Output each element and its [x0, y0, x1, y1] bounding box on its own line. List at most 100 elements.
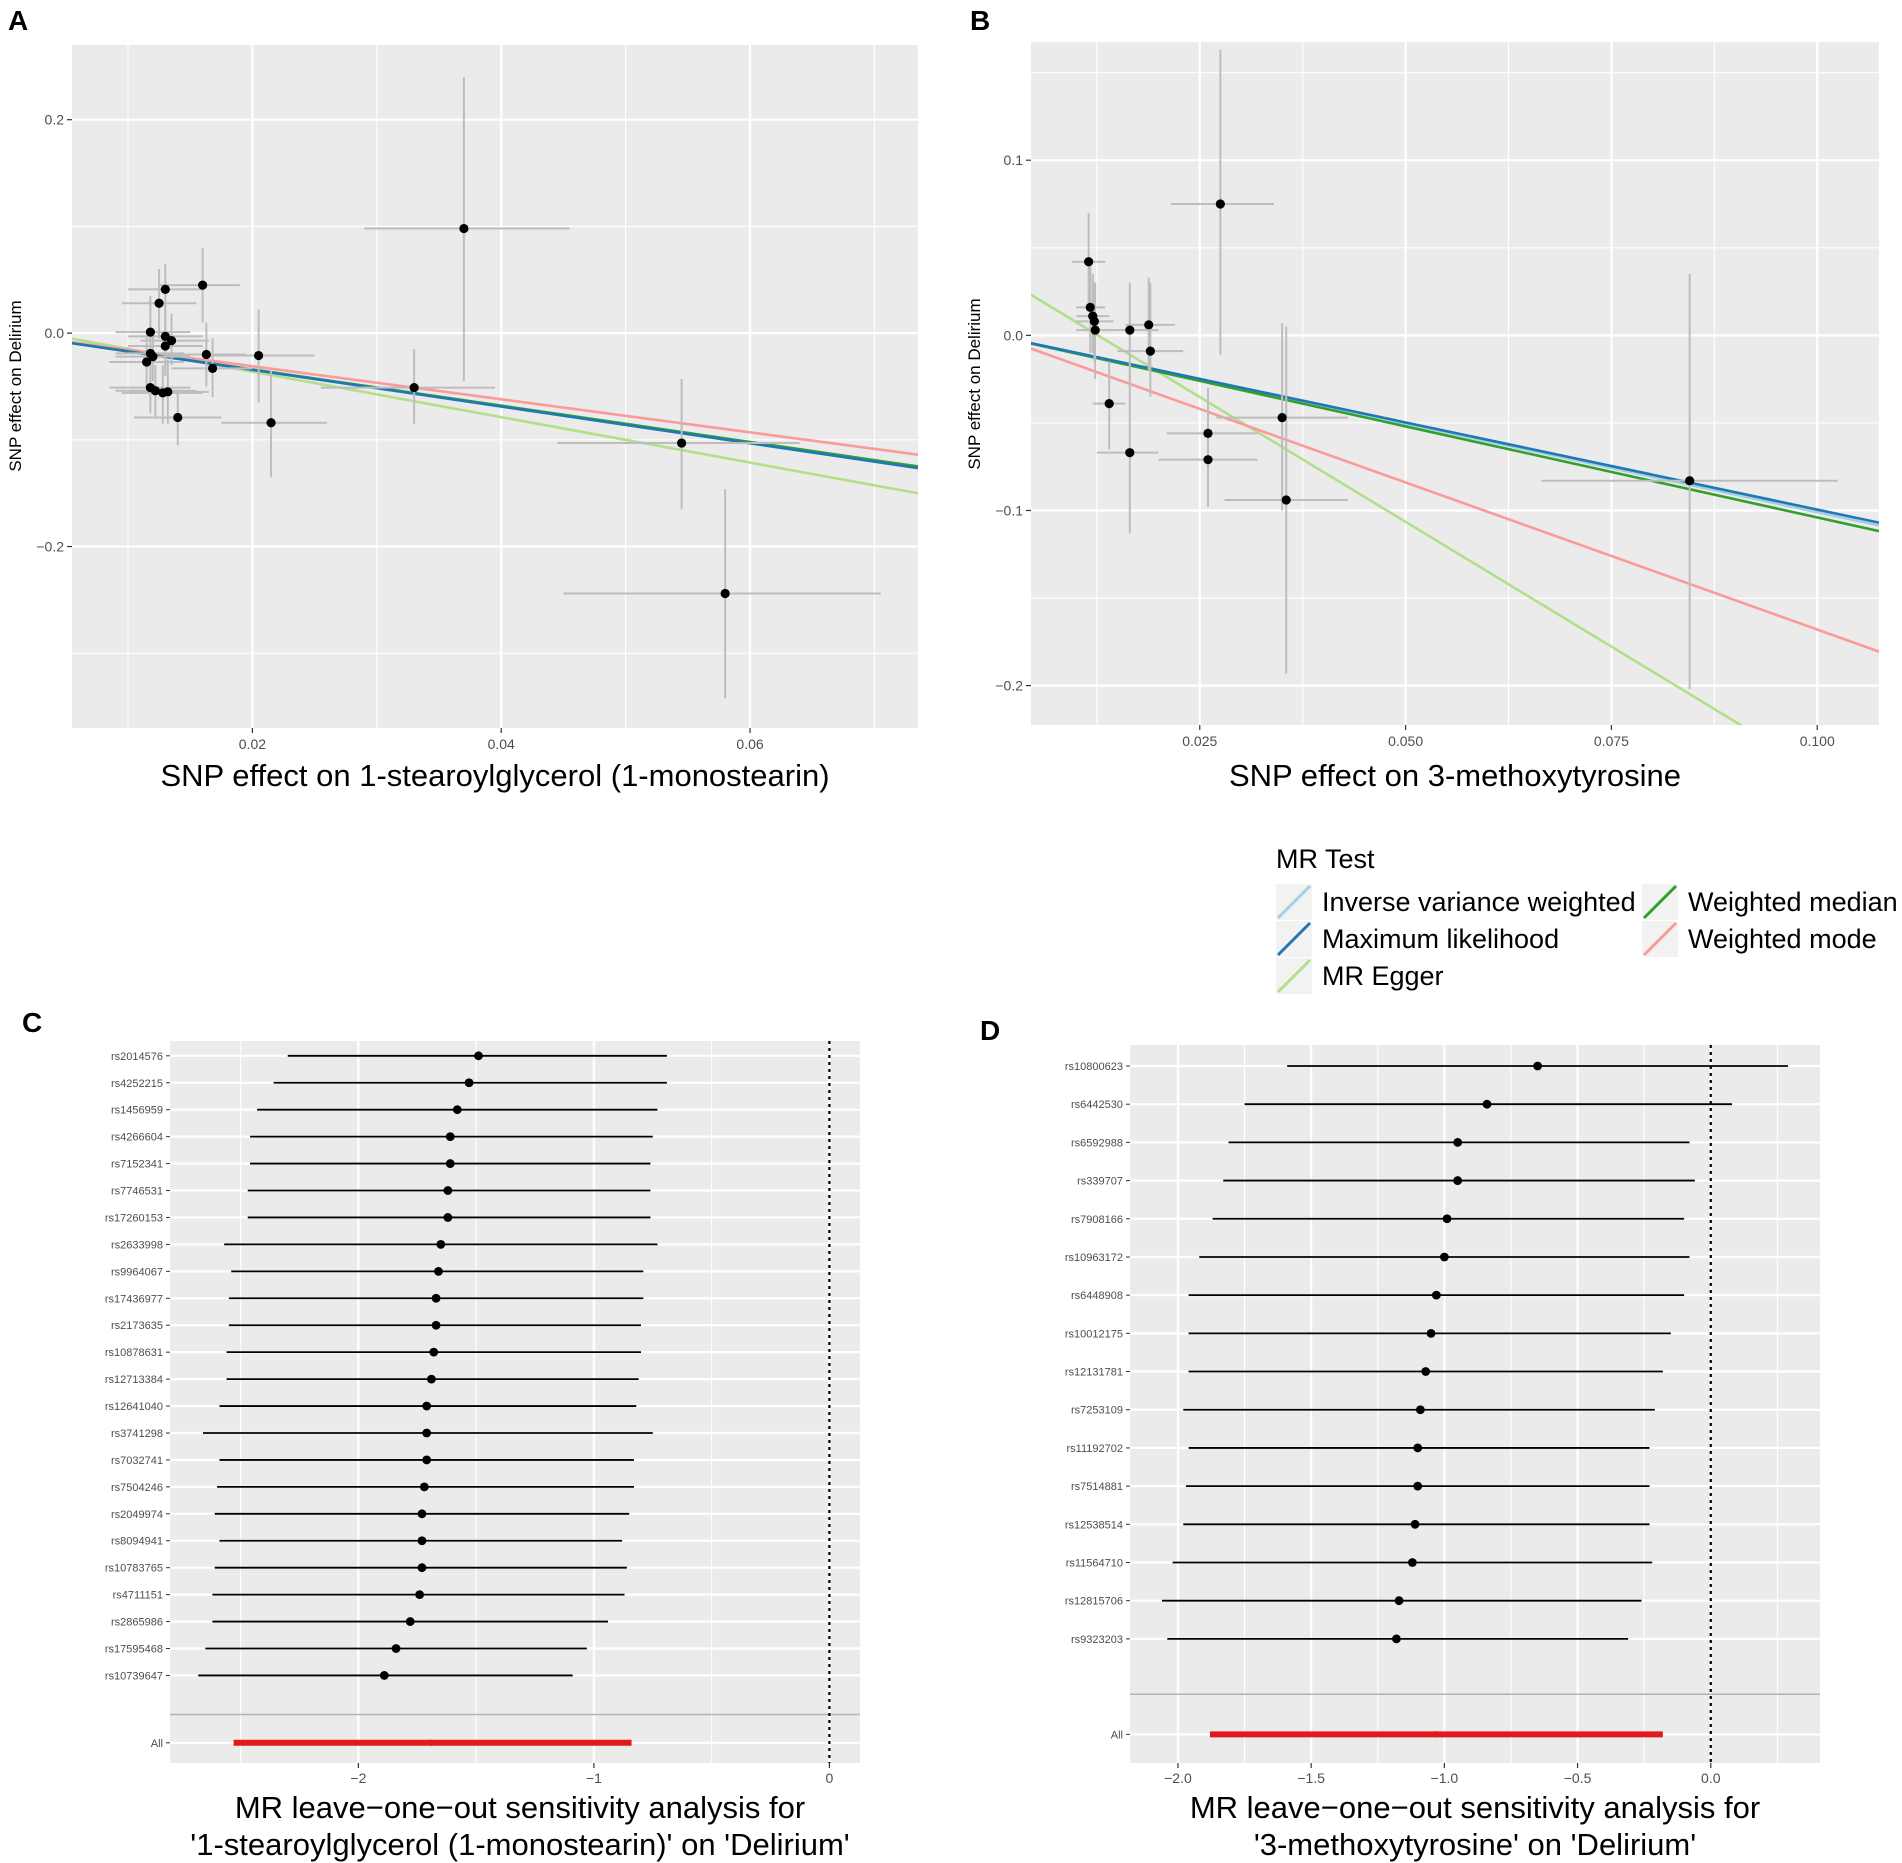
snp-label: rs11564710: [1066, 1557, 1123, 1569]
estimate-point: [1431, 1290, 1441, 1300]
panel-a-background: [72, 45, 918, 728]
mr-line-maximum-likelihood: [1031, 341, 1879, 524]
estimate-point: [474, 1051, 483, 1061]
snp-label: rs4266604: [111, 1132, 163, 1144]
x-tick-label: 0.075: [1594, 733, 1629, 749]
snp-label: rs2173635: [111, 1320, 163, 1332]
mr-line-mr-egger: [1031, 293, 1744, 725]
estimate-point: [431, 1320, 441, 1330]
y-tick-label: 0.0: [1004, 327, 1024, 343]
snp-label: rs2633998: [111, 1239, 163, 1251]
snp-point: [148, 352, 158, 362]
snp-point: [1203, 455, 1213, 465]
snp-point: [160, 341, 170, 351]
snp-label: rs17260153: [105, 1212, 163, 1224]
estimate-point: [1421, 1367, 1431, 1376]
overall-estimate-point: [1433, 1731, 1440, 1738]
panel-a-xlabel: SNP effect on 1-stearoylglycerol (1-mono…: [160, 758, 829, 793]
snp-point: [1144, 320, 1154, 330]
snp-point: [154, 298, 164, 308]
x-tick-label: 0.02: [239, 736, 266, 752]
snp-label: rs10800623: [1065, 1061, 1123, 1073]
x-tick-label: −2: [350, 1770, 366, 1786]
snp-point: [1685, 476, 1695, 486]
snp-label: rs11192702: [1067, 1443, 1123, 1455]
panel-d-background: [1130, 1045, 1820, 1763]
legend-item-label: MR Egger: [1322, 961, 1444, 991]
legend-item-label: Maximum likelihood: [1322, 924, 1559, 954]
snp-label: rs12538514: [1065, 1519, 1123, 1531]
snp-label: rs1456959: [111, 1105, 163, 1117]
snp-label: rs6442530: [1071, 1099, 1123, 1111]
estimate-point: [445, 1159, 455, 1168]
x-tick-label: 0.025: [1182, 733, 1217, 749]
estimate-point: [422, 1428, 432, 1438]
snp-point: [1084, 257, 1094, 267]
estimate-point: [417, 1563, 427, 1573]
snp-label: rs4711151: [113, 1590, 163, 1602]
snp-label: rs17595468: [105, 1644, 163, 1656]
snp-label: rs7514881: [1071, 1481, 1123, 1493]
snp-label: rs12713384: [105, 1374, 163, 1386]
legend-key-line: [1642, 921, 1678, 957]
snp-label: rs10739647: [105, 1670, 163, 1682]
legend-key-line: [1276, 884, 1312, 920]
panel-b-scatter: 0.025 0.050 0.075 0.100 −0.2 −0.1 0.0 0.1 SNP e…: [965, 42, 1879, 793]
snp-label: rs17436977: [105, 1293, 163, 1305]
snp-label: rs10963172: [1065, 1252, 1123, 1264]
snp-label: rs10878631: [105, 1347, 163, 1359]
panel-d-forest: rs10800623 rs6442530 rs6592988 rs339707 rs79…: [1065, 1045, 1820, 1862]
x-tick-label: 0.06: [736, 736, 763, 752]
panel-b-ylabel: SNP effect on Delirium: [965, 298, 984, 469]
snp-label: rs4252215: [111, 1078, 163, 1090]
panel-a-scatter: 0.02 0.04 0.06 −0.2 0.0 0.2 SNP effect on Del…: [6, 45, 918, 793]
panel-letter-d: D: [980, 1015, 1000, 1046]
legend-key-line: [1642, 884, 1678, 920]
snp-point: [145, 327, 155, 337]
panel-a-ylabel: SNP effect on Delirium: [6, 300, 25, 471]
mr-line-weighted-median: [1031, 342, 1879, 533]
y-tick-label: 0.2: [45, 112, 65, 128]
snp-point: [459, 223, 469, 234]
x-tick-label: 0.04: [488, 736, 515, 752]
overall-label: All: [1111, 1729, 1123, 1741]
legend-key-line: [1276, 958, 1312, 994]
estimate-point: [415, 1590, 425, 1600]
snp-label: rs9323203: [1071, 1634, 1123, 1646]
snp-point: [1203, 428, 1213, 439]
x-tick-label: 0.100: [1800, 733, 1835, 749]
estimate-point: [443, 1186, 453, 1195]
estimate-point: [434, 1266, 443, 1276]
snp-label: rs9964067: [111, 1266, 163, 1278]
legend-title: MR Test: [1276, 844, 1375, 874]
estimate-point: [1442, 1214, 1452, 1224]
snp-point: [1215, 199, 1225, 209]
estimate-point: [464, 1078, 474, 1088]
estimate-point: [417, 1536, 427, 1546]
panel-c-background: [170, 1041, 860, 1763]
panel-d-xlabel-line1: MR leave−one−out sensitivity analysis fo…: [1190, 1790, 1760, 1825]
x-tick-label: 0.050: [1388, 733, 1423, 749]
y-tick-label: −0.2: [995, 678, 1023, 694]
estimate-point: [391, 1644, 401, 1653]
y-tick-label: −0.1: [995, 502, 1023, 518]
snp-point: [1104, 399, 1114, 409]
estimate-point: [1410, 1519, 1420, 1529]
mr-test-legend: MR Test Inverse variance weighted Maximum…: [1276, 844, 1898, 994]
estimate-point: [1413, 1443, 1423, 1453]
snp-point: [142, 357, 152, 367]
estimate-point: [429, 1347, 439, 1357]
x-tick-label: −1.0: [1431, 1770, 1459, 1786]
estimate-point: [443, 1213, 453, 1222]
estimate-point: [1453, 1137, 1463, 1147]
panel-c-xlabel-line1: MR leave−one−out sensitivity analysis fo…: [235, 1790, 805, 1825]
x-tick-label: −0.5: [1564, 1770, 1592, 1786]
x-tick-label: −1: [586, 1770, 602, 1786]
estimate-point: [1394, 1596, 1404, 1606]
y-tick-label: 0.0: [45, 325, 65, 341]
estimate-point: [436, 1239, 446, 1249]
panel-d-xlabel-line2: '3-methoxytyrosine' on 'Delirium': [1254, 1827, 1696, 1862]
snp-point: [1277, 413, 1287, 423]
estimate-point: [1407, 1558, 1417, 1567]
estimate-point: [1453, 1176, 1463, 1185]
